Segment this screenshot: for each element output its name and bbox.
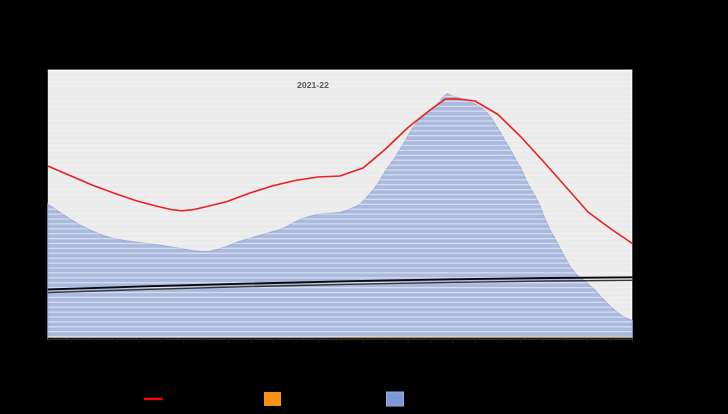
svg-text:2021-22: 2021-22 xyxy=(297,80,329,90)
